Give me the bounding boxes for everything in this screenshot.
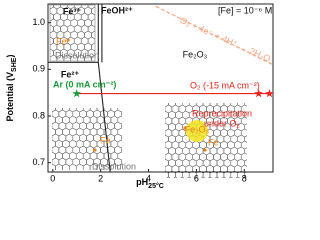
annotation: Dissolution: [92, 161, 136, 171]
fe2o3-particle: [186, 120, 208, 142]
y-axis-label: Potential (VSHE): [5, 55, 17, 122]
hexagon: [128, 110, 135, 118]
y-tick-label: 1.0: [32, 17, 45, 27]
star-marker: [265, 89, 274, 98]
hexagon: [244, 147, 247, 155]
y-label-sub: SHE: [11, 57, 18, 72]
hexagon: [228, 176, 234, 178]
annotation: Fe₂O₃: [185, 124, 210, 134]
hexagon: [235, 176, 240, 178]
y-label-end: ): [5, 55, 15, 58]
plot-frame: [47, 3, 274, 173]
hexagon: [91, 6, 95, 16]
hexagon: [221, 176, 227, 178]
chart: 0 2 4 6 8 0.7 0.8 0.9 1.0 pH25°C Potential (VSHE) F…: [5, 3, 274, 189]
hexagon: [125, 104, 132, 112]
hexagon: [91, 30, 95, 40]
fe-atom: [66, 38, 70, 42]
hexagon: [187, 176, 192, 178]
hexagon: [128, 146, 135, 154]
annotation: Fe²⁺: [61, 69, 80, 79]
star-marker: [72, 89, 81, 98]
star-marker: [254, 89, 263, 98]
hexagon: [166, 176, 171, 178]
hexagon: [214, 176, 220, 178]
fe-atom: [183, 126, 187, 130]
annotation: FeOH²⁺: [101, 5, 133, 15]
x-axis-label: pH25°C: [136, 177, 164, 189]
hexagon: [128, 134, 135, 142]
hexagon: [207, 176, 213, 178]
graphene-sheet: [52, 104, 135, 170]
hexagon: [121, 159, 122, 165]
hexagon: [117, 163, 122, 170]
hexagon: [244, 111, 247, 119]
y-label-main: Potential (V: [5, 72, 15, 122]
annotation: Reprecipitation: [192, 108, 252, 118]
annotation: Fe³⁺: [63, 6, 82, 16]
hexagon: [121, 111, 122, 117]
x-label-sub: 25°C: [148, 182, 164, 189]
hexagon: [244, 135, 247, 143]
inset-bg: [50, 5, 95, 61]
hexagon: [248, 141, 255, 149]
hexagon: [125, 152, 132, 160]
hexagon: [91, 42, 95, 52]
hexagon: [248, 177, 255, 185]
hexagon: [200, 176, 206, 178]
hexagon: [248, 153, 255, 161]
hexagon: [244, 159, 247, 167]
fe-atom: [93, 148, 97, 152]
annotation: O₂ (-15 mA cm⁻²): [190, 80, 260, 90]
hexagon: [125, 140, 132, 148]
hexagon: [121, 123, 122, 129]
x-label-main: pH: [136, 177, 148, 187]
hexagon: [180, 176, 185, 178]
hexagon: [125, 116, 132, 124]
annotation: Fe: [208, 137, 219, 147]
annotation: Fe: [100, 135, 111, 145]
hexagon: [244, 171, 247, 178]
x-tick-label: 6: [194, 173, 199, 183]
hexagon: [121, 147, 122, 153]
annotation: Fe: [56, 36, 67, 46]
hexagon: [121, 135, 122, 141]
series-line: [97, 62, 111, 173]
y-tick-label: 0.9: [32, 64, 45, 74]
x-tick-label: 2: [98, 173, 103, 183]
hexagon: [244, 123, 247, 131]
series-line: [155, 5, 274, 66]
y-tick-label: 0.8: [32, 110, 45, 120]
hexagon: [248, 129, 255, 137]
annotation: under O₂: [204, 118, 241, 128]
annotation: Dissolution: [55, 50, 99, 60]
inset-frame: [49, 4, 96, 62]
graphene-sheet: [165, 103, 255, 185]
hexagon: [128, 122, 135, 130]
x-tick-label: 8: [242, 173, 247, 183]
insets: [49, 4, 255, 185]
annotation: Ar (0 mA cm⁻²): [53, 79, 116, 89]
hexagon: [91, 54, 95, 61]
inset-bg: [165, 103, 247, 178]
hexagon: [125, 128, 132, 136]
hexagon: [91, 18, 95, 28]
hexagon: [173, 176, 178, 178]
fe-atom: [203, 148, 207, 152]
x-tick-label: 4: [146, 173, 151, 183]
annotation: Fe₂O₃: [183, 49, 208, 59]
y-tick-label: 0.7: [32, 157, 45, 167]
annotation: [Fe] = 10⁻⁶ M: [218, 5, 272, 15]
x-tick-label: 0: [50, 173, 55, 183]
